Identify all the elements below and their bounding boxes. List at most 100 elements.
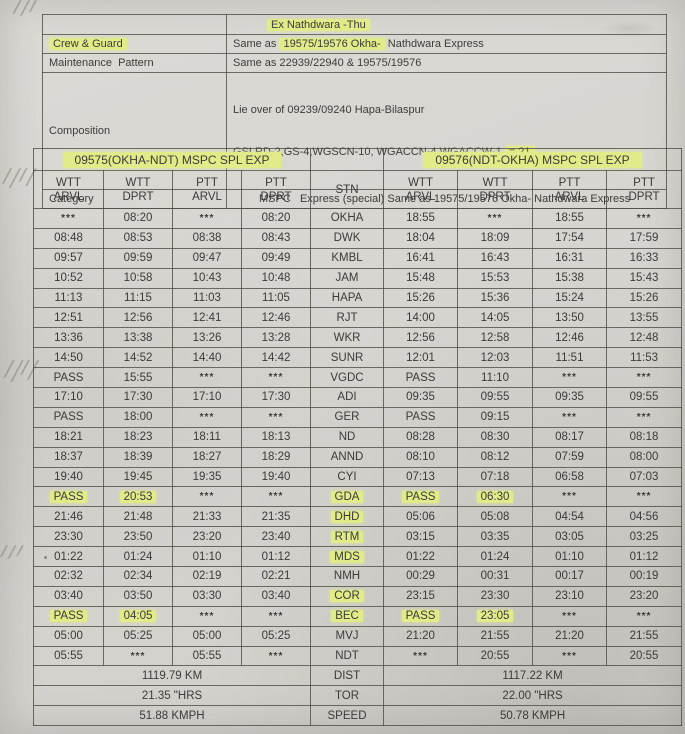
time-cell: 13:50	[532, 307, 608, 329]
time-cell: 01:10	[532, 546, 608, 568]
time-cell: 16:33	[606, 247, 683, 269]
highlighted-text: 09575(OKHA-NDT) MSPC SPL EXP	[62, 151, 282, 168]
time-cell: 18:27	[172, 446, 242, 468]
handwriting-scribble	[1, 168, 37, 188]
time-cell: 09:47	[172, 247, 242, 269]
time-cell: 07:13	[383, 466, 459, 488]
info-row-schedule: Ex Nathdwara -Thu	[42, 14, 667, 35]
header-line1: PTT	[633, 176, 655, 189]
column-header-cell: PTT ARVL	[172, 170, 242, 209]
summary-label: SPEED	[310, 705, 385, 727]
time-cell: 18:04	[383, 227, 459, 249]
time-cell: 21:55	[606, 625, 683, 647]
time-cell: 18:00	[103, 406, 173, 428]
time-cell: ***	[532, 367, 608, 389]
time-cell: 15:55	[103, 367, 173, 389]
station-cell: GDA	[310, 486, 385, 508]
time-cell: ***	[457, 208, 534, 229]
time-cell: 01:22	[33, 546, 104, 568]
time-cell: 12:48	[606, 327, 683, 349]
station-cell: RTM	[310, 526, 385, 548]
table-row: 21:46 21:48 21:33 21:35 DHD 05:06 05:08 04:54 04…	[33, 506, 683, 528]
timetable-head: 09575(OKHA-NDT) MSPC SPL EXP 09576(NDT-OK…	[32, 148, 683, 209]
time-cell: 23:15	[383, 585, 459, 607]
time-cell: 10:52	[33, 267, 104, 289]
time-cell: 14:42	[240, 347, 312, 369]
table-row: 18:21 18:23 18:11 18:13 ND 08:28 08:30 08:17 08:…	[33, 426, 683, 448]
time-cell: 05:06	[383, 506, 459, 528]
text: Nathdwara Express	[384, 38, 484, 50]
time-cell: 23:20	[606, 585, 683, 607]
info-row-maintenance: Maintenance Pattern Same as 22939/22940 …	[42, 53, 667, 73]
time-cell: 19:35	[172, 466, 242, 488]
time-cell: 15:43	[606, 267, 683, 289]
header-line1: PTT	[558, 176, 581, 189]
time-cell: 13:38	[103, 327, 173, 349]
table-row: PASS 20:53 *** *** GDA PASS 06:30 *** ***	[33, 486, 683, 508]
highlighted-text: PASS	[49, 490, 88, 503]
table-row: 02:32 02:34 02:19 02:21 NMH 00:29 00:31 00:17 00…	[33, 566, 683, 587]
time-cell: 17:10	[172, 387, 242, 408]
time-cell: 12:46	[240, 307, 312, 329]
table-row: 19:40 19:45 19:35 19:40 CYI 07:13 07:18 06:58 07…	[33, 466, 683, 488]
time-cell: 11:13	[33, 287, 104, 309]
time-cell: ***	[606, 208, 683, 229]
header-line1: WTT	[125, 176, 151, 189]
time-cell: 10:58	[103, 267, 173, 289]
time-cell: 03:05	[532, 526, 608, 548]
timetable-body: *** 08:20 *** 08:20 OKHA 18:55 *** 18:55 *** 08:4…	[33, 208, 683, 667]
info-value: Same as 22939/22940 & 19575/19576	[226, 53, 667, 73]
time-cell: 17:30	[240, 387, 312, 408]
timetable-table: 09575(OKHA-NDT) MSPC SPL EXP 09576(NDT-OK…	[32, 148, 683, 727]
time-cell: 02:32	[33, 566, 104, 587]
time-cell: 15:48	[383, 267, 459, 289]
time-cell: 03:35	[457, 526, 534, 548]
station-cell: BEC	[310, 605, 385, 627]
time-cell: 11:03	[172, 287, 242, 309]
info-value: Ex Nathdwara -Thu	[226, 14, 667, 35]
time-cell: 03:50	[103, 585, 173, 607]
time-cell: 23:30	[33, 526, 104, 548]
time-cell: 08:28	[383, 426, 459, 448]
summary-right-value: 1117.22 KM	[383, 665, 683, 687]
highlighted-text: PASS	[401, 610, 440, 623]
station-cell: ANND	[310, 446, 385, 468]
time-cell: 15:24	[532, 287, 608, 309]
time-cell: 12:01	[383, 347, 459, 369]
time-cell: 09:55	[457, 387, 534, 408]
column-header-cell: WTT ARVL	[383, 170, 459, 209]
time-cell: ***	[172, 367, 242, 389]
time-cell: 01:12	[606, 546, 683, 568]
time-cell: 23:20	[172, 526, 242, 548]
time-cell: 13:26	[172, 327, 242, 349]
station-cell: RJT	[310, 307, 385, 329]
table-row: 18:37 18:39 18:27 18:29 ANND 08:10 08:12 07:59 0…	[33, 446, 683, 468]
time-cell: 14:40	[172, 347, 242, 369]
highlighted-text: PASS	[401, 490, 440, 503]
time-cell: 11:53	[606, 347, 683, 369]
header-line2: DPRT	[260, 190, 292, 203]
table-row: PASS 04:05 *** *** BEC PASS 23:05 *** ***	[33, 605, 683, 627]
time-cell: 05:55	[172, 645, 242, 667]
station-cell: KMBL	[310, 247, 385, 269]
time-cell: PASS	[383, 605, 459, 627]
time-cell: 09:15	[457, 406, 534, 428]
time-cell: ***	[606, 406, 683, 428]
handwriting-scribble	[3, 360, 40, 382]
highlighted-text: 23:05	[476, 610, 514, 623]
time-cell: 04:05	[103, 605, 173, 627]
time-cell: 00:19	[606, 566, 683, 587]
column-header-cell: WTT ARVL	[33, 170, 104, 209]
highlighted-text: MDS	[330, 550, 364, 563]
summary-left-value: 21.35 "HRS	[32, 685, 312, 707]
summary-label: TOR	[310, 685, 385, 707]
time-cell: PASS	[383, 367, 459, 389]
time-cell: ***	[172, 406, 242, 428]
time-cell: 04:54	[532, 506, 608, 528]
time-cell: 13:36	[33, 327, 104, 349]
table-row: 23:30 23:50 23:20 23:40 RTM 03:15 03:35 03:05 03…	[33, 526, 683, 548]
time-cell: 07:59	[532, 446, 608, 468]
header-line1: PTT	[265, 176, 287, 189]
station-cell: GER	[310, 406, 385, 428]
